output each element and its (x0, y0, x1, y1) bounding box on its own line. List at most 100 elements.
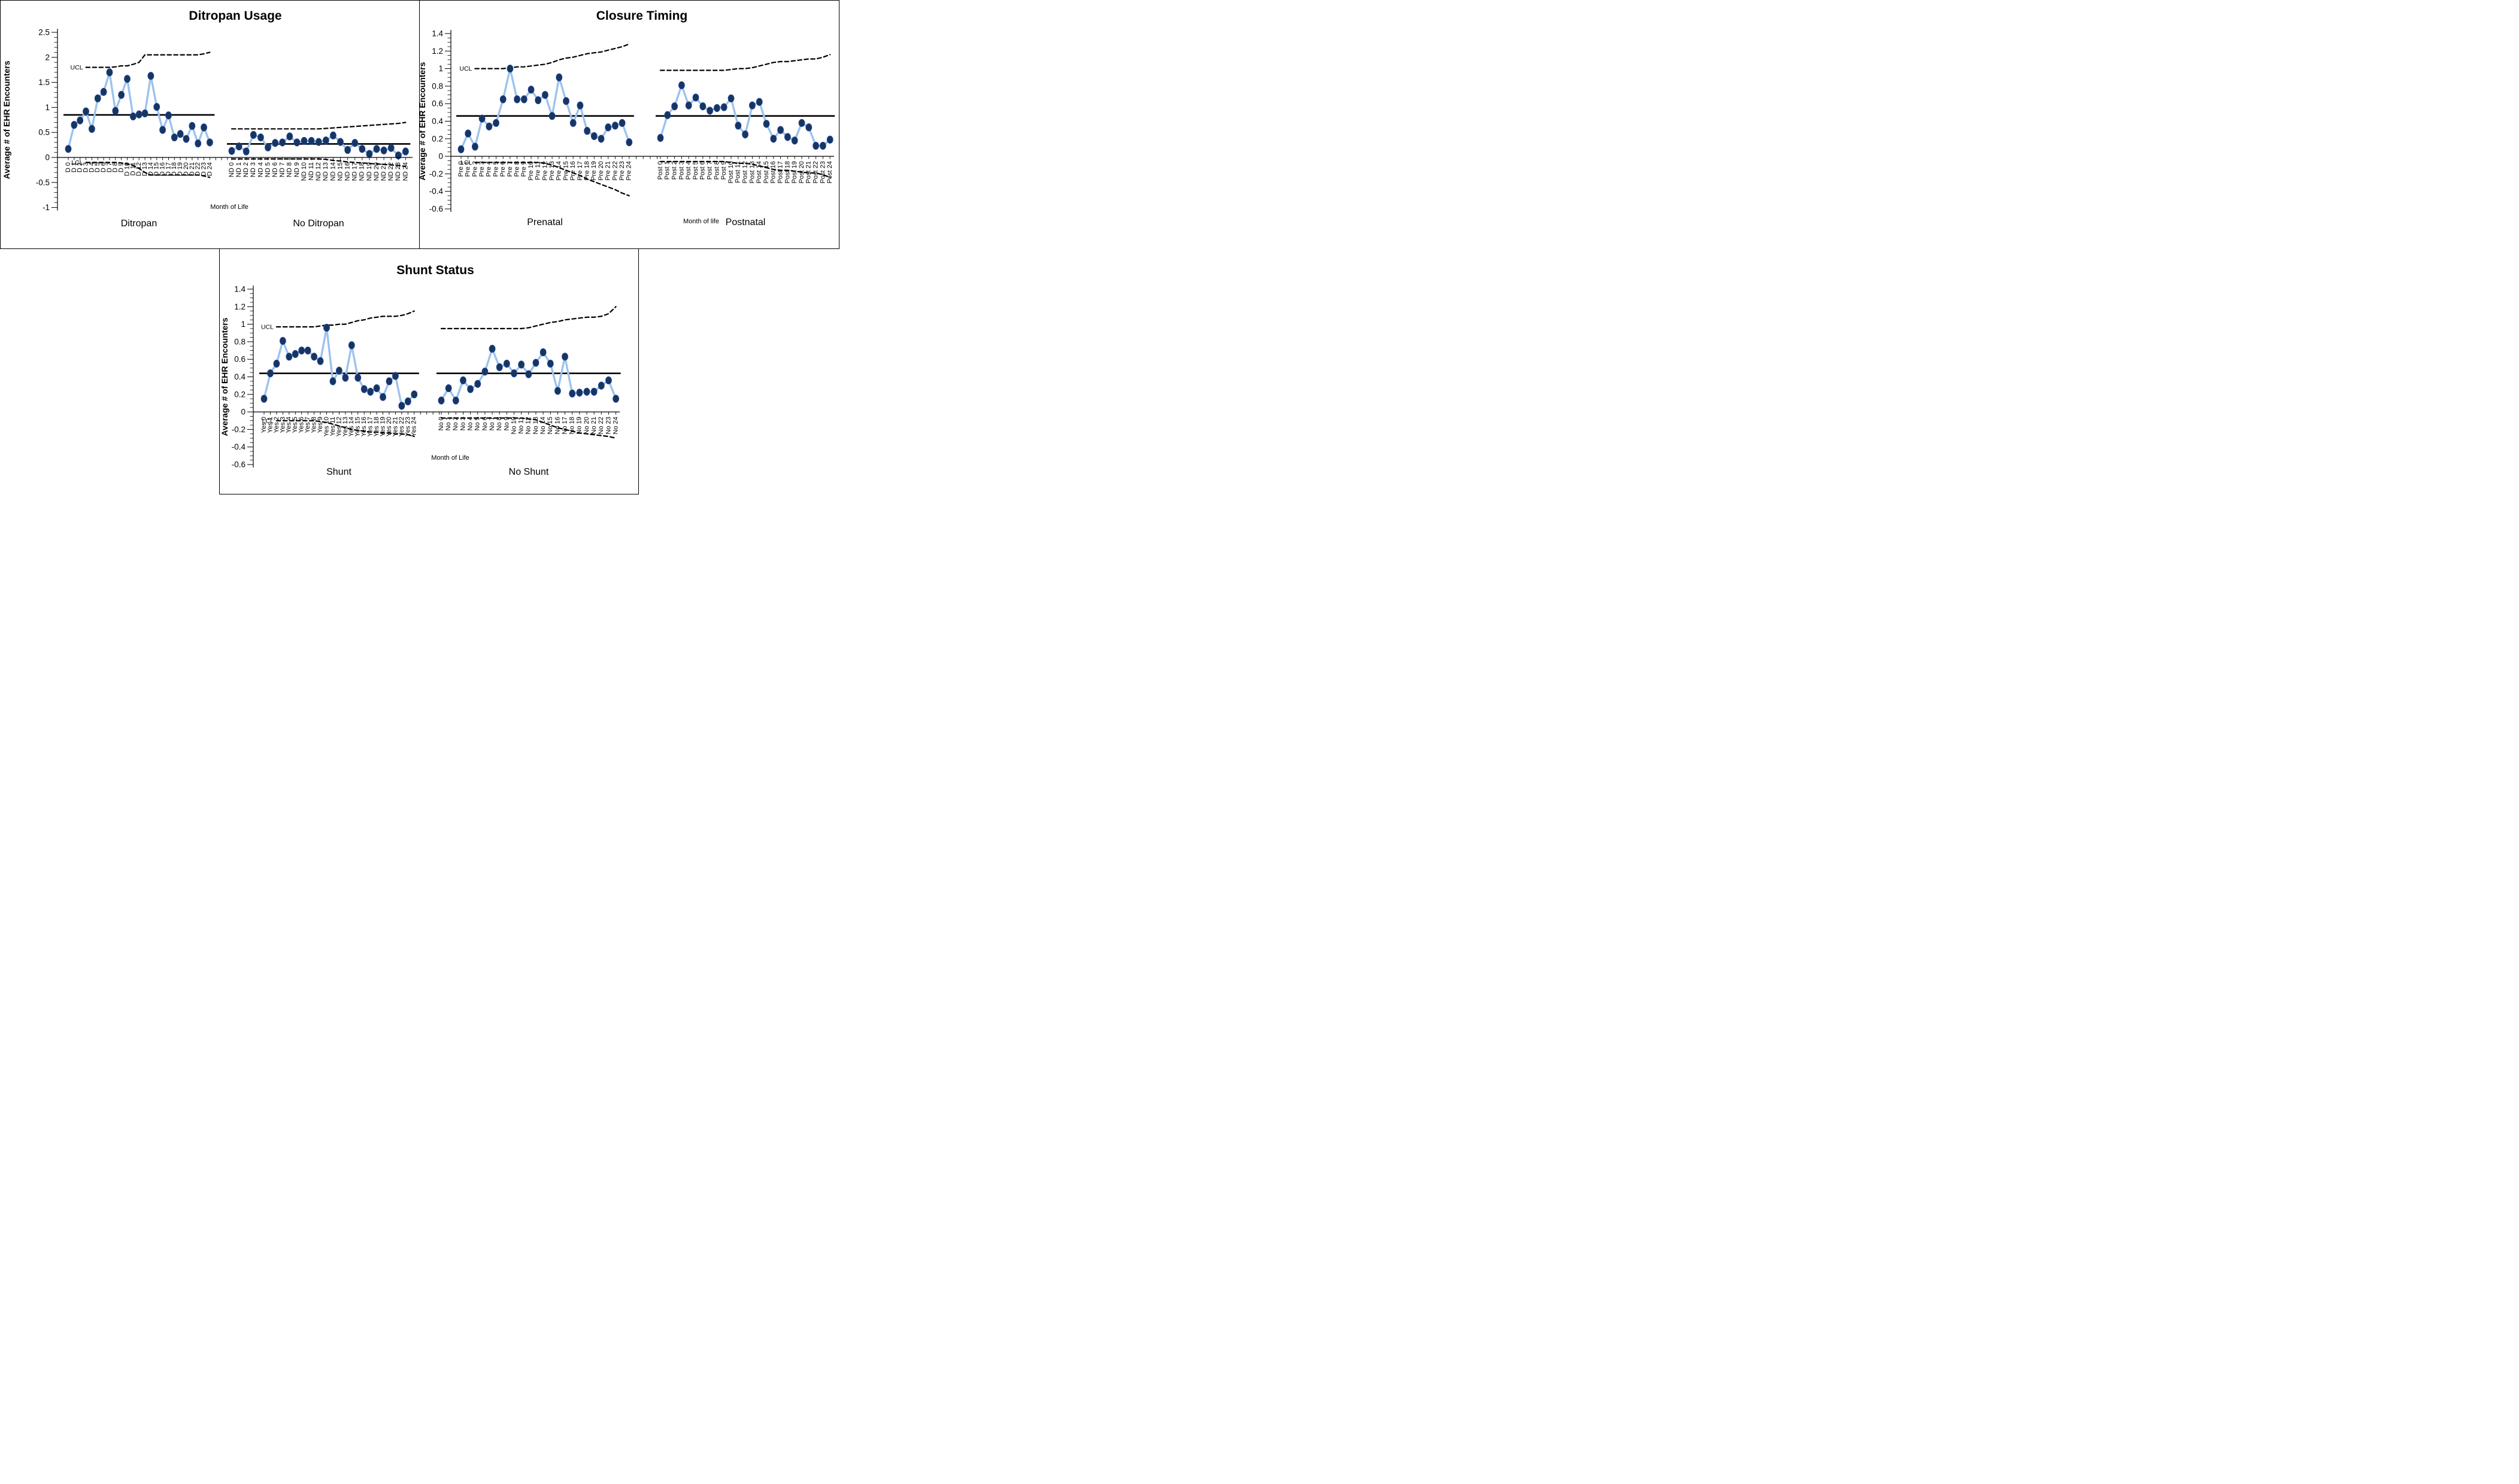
data-point (317, 357, 324, 365)
data-point (528, 86, 535, 94)
data-point (265, 143, 271, 151)
x-tick-label: No 15 (547, 417, 554, 434)
x-tick-label: No 17 (561, 417, 568, 434)
data-point (518, 360, 525, 369)
y-axis-title: Average # of EHR Encounters (420, 62, 427, 180)
ucl-line (474, 43, 630, 69)
x-tick-label: Yes 23 (404, 417, 411, 436)
data-point (569, 119, 577, 128)
data-point (183, 135, 190, 143)
data-point (77, 116, 84, 125)
data-point (286, 353, 293, 361)
panel-ditropan-usage: Ditropan Usage Average # of EHR Encounte… (0, 0, 420, 249)
x-tick-label: ND 19 (366, 162, 373, 181)
group-label: No Shunt (509, 467, 549, 477)
y-tick-label: -1 (43, 203, 50, 212)
data-point (590, 132, 598, 141)
data-point (539, 348, 547, 357)
data-point (189, 122, 196, 130)
data-point (153, 102, 160, 111)
data-point (330, 131, 337, 139)
y-tick-label: -0.2 (232, 425, 245, 434)
x-tick-label: Pre 14 (556, 161, 563, 180)
y-tick-label: 0.2 (432, 134, 443, 143)
data-point (756, 98, 763, 106)
x-tick-label: ND 13 (322, 162, 329, 181)
data-point (106, 68, 113, 77)
data-point (503, 359, 510, 368)
x-tick-label: Pre 0 (457, 161, 465, 177)
data-point (657, 133, 664, 142)
y-tick-label: 1 (241, 320, 245, 329)
x-tick-label: D 4 (88, 162, 95, 172)
data-point (577, 101, 584, 110)
data-point (678, 81, 685, 90)
x-tick-label: D 10 (123, 162, 131, 176)
lcl-line (85, 162, 211, 178)
x-tick-label: No 7 (489, 417, 496, 430)
data-point (547, 359, 554, 368)
ucl-line (231, 122, 407, 130)
chart-title-ditropan: Ditropan Usage (189, 9, 282, 23)
data-point (486, 122, 493, 131)
data-point (826, 135, 833, 144)
data-point (535, 96, 542, 104)
group-label: No Ditropan (293, 218, 344, 229)
data-point (235, 142, 242, 151)
data-point (147, 72, 154, 80)
data-point (366, 150, 373, 158)
ucl-label: UCL (71, 64, 83, 71)
x-tick-label: Pre 9 (520, 161, 528, 177)
data-point (805, 123, 813, 132)
data-point (457, 145, 465, 153)
data-point (380, 146, 387, 154)
chart-title-closure: Closure Timing (596, 9, 688, 23)
x-tick-label: No 19 (576, 417, 583, 434)
data-point (279, 336, 286, 345)
data-point (315, 138, 322, 146)
data-point (777, 126, 784, 134)
x-tick-label: ND 21 (380, 162, 387, 181)
x-tick-label: Yes 0 (260, 417, 268, 433)
data-point (699, 102, 707, 111)
x-tick-label: Pre 18 (584, 161, 591, 180)
data-point (727, 94, 735, 103)
data-point (791, 136, 798, 145)
data-point (590, 387, 598, 396)
x-tick-label: Yes 1 (266, 417, 274, 433)
x-tick-label: ND 17 (351, 162, 359, 181)
x-tick-label: Yes 22 (398, 417, 405, 436)
x-tick-label: D 21 (189, 162, 196, 176)
y-tick-label: 0.6 (432, 99, 443, 108)
lcl-label: LCL (71, 159, 83, 166)
y-tick-label: -0.6 (232, 460, 245, 469)
x-tick-label: Yes 16 (360, 417, 368, 436)
data-point (556, 73, 563, 81)
data-point (272, 139, 279, 147)
data-point (496, 363, 503, 371)
data-point (260, 394, 268, 403)
data-point (129, 112, 137, 121)
x-tick-label: No 4 (467, 417, 474, 430)
data-point (471, 142, 478, 151)
x-tick-label: Pre 5 (492, 161, 499, 177)
data-point (373, 384, 380, 393)
x-tick-label: ND 2 (242, 162, 250, 177)
data-point (292, 350, 299, 359)
x-tick-label: ND 8 (286, 162, 293, 177)
data-point (301, 136, 308, 145)
data-point (583, 387, 590, 396)
data-point (112, 107, 119, 115)
y-tick-label: 0 (45, 153, 50, 162)
x-tick-label: ND 22 (387, 162, 395, 181)
data-point (177, 130, 184, 138)
x-tick-label: Yes 11 (329, 417, 337, 436)
data-point (499, 95, 507, 104)
x-tick-label: D 8 (112, 162, 119, 172)
x-tick-label: Yes 21 (392, 417, 399, 436)
x-tick-label: ND 3 (250, 162, 257, 177)
x-tick-label: Post 18 (784, 161, 791, 183)
x-tick-label: D 24 (206, 162, 213, 176)
x-tick-label: Post 4 (685, 161, 692, 180)
x-tick-label: No 23 (605, 417, 612, 434)
